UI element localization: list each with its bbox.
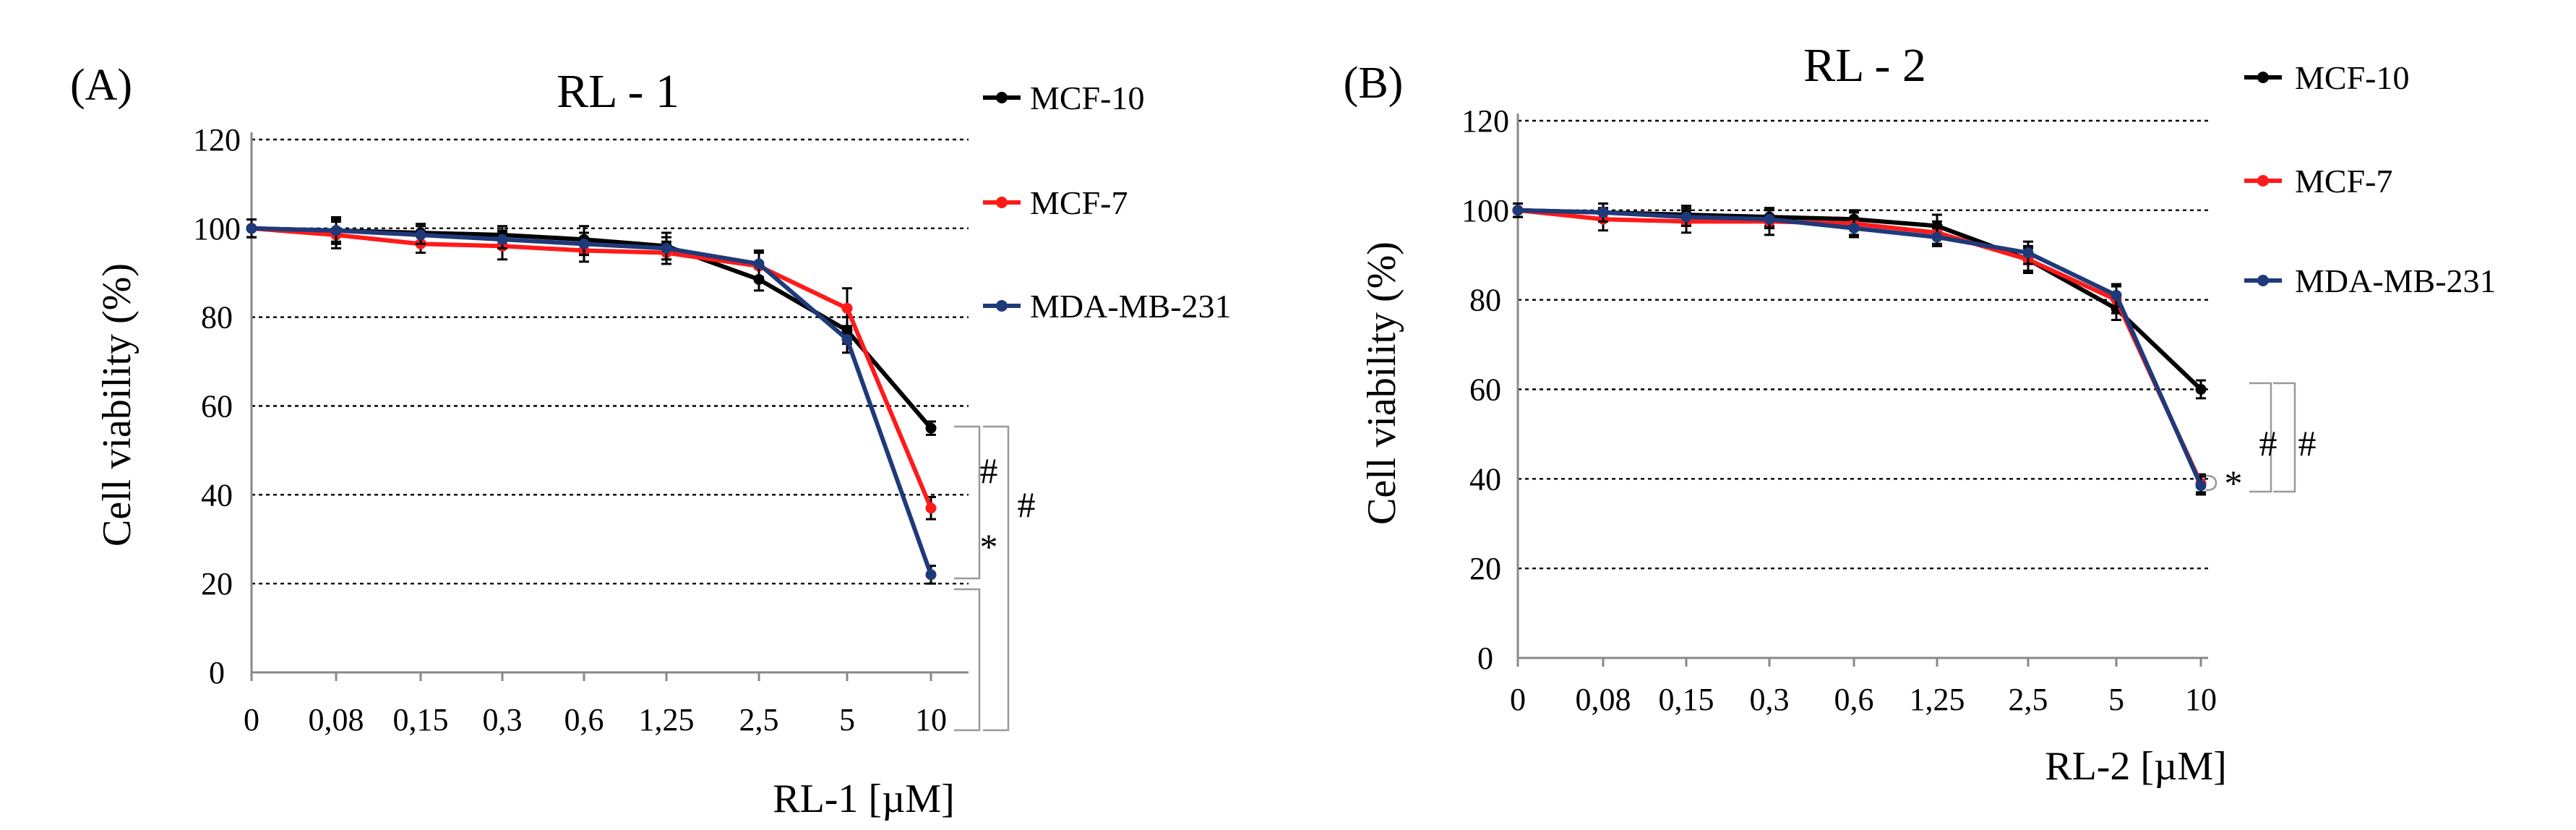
x-tick-label: 5 bbox=[2108, 682, 2124, 717]
bracket-mcf10-mcf7 bbox=[954, 425, 981, 580]
chart-panel-b: (B) RL - 2 Cell viability (%) RL-2 [µM] 0 20 4… bbox=[1344, 39, 2496, 789]
x-tick-label: 0,08 bbox=[1576, 682, 1631, 717]
x-tick-label: 2,5 bbox=[2009, 682, 2048, 717]
data-point bbox=[661, 242, 672, 254]
x-tick-label: 0,6 bbox=[564, 702, 604, 737]
significance-mark: # bbox=[2259, 423, 2277, 463]
bracket-mcf10-mda bbox=[2273, 382, 2296, 493]
data-point bbox=[1512, 205, 1524, 216]
data-point bbox=[925, 569, 937, 581]
data-point bbox=[415, 229, 426, 241]
data-point bbox=[330, 225, 342, 236]
series-line bbox=[251, 226, 933, 430]
bracket-mcf7-mda bbox=[954, 588, 981, 732]
series-line bbox=[1517, 208, 2203, 484]
x-tick-label: 2,5 bbox=[739, 702, 779, 737]
y-tick-label: 60 bbox=[1469, 372, 1501, 408]
chart-panel-a: (A) RL - 1 Cell viability (%) RL-1 [µM] 0 20 4… bbox=[70, 61, 1232, 821]
y-tick-label: 20 bbox=[1469, 551, 1501, 586]
legend-label: MDA-MB-231 bbox=[1030, 288, 1232, 325]
x-tick-label: 0,3 bbox=[483, 702, 523, 737]
data-point bbox=[497, 234, 508, 245]
y-tick-label: 20 bbox=[201, 566, 233, 602]
y-tick-label: 0 bbox=[1477, 641, 1493, 676]
y-tick-label: 120 bbox=[1461, 103, 1509, 139]
data-point bbox=[246, 223, 257, 234]
data-point bbox=[925, 422, 937, 434]
data-point bbox=[841, 302, 853, 314]
data-point bbox=[1764, 213, 1775, 225]
series-mcf-7 bbox=[1512, 202, 2207, 494]
bracket-mcf10-mda bbox=[983, 425, 1010, 732]
data-point bbox=[1680, 211, 1692, 223]
significance-mark: # bbox=[1018, 484, 1036, 525]
y-tick-label: 120 bbox=[193, 122, 241, 158]
legend-label: MCF-7 bbox=[1030, 184, 1128, 221]
series-mda-mb-231 bbox=[246, 218, 937, 585]
x-tick-label: 1,25 bbox=[1910, 682, 1965, 717]
x-tick-label: 5 bbox=[839, 702, 855, 737]
legend-marker bbox=[2257, 275, 2269, 286]
y-tick-label: 0 bbox=[209, 655, 225, 690]
data-point bbox=[841, 333, 853, 345]
panel-label: (B) bbox=[1344, 59, 1404, 108]
series-mda-mb-231 bbox=[1512, 202, 2207, 496]
x-tick-label: 0,15 bbox=[1659, 682, 1714, 717]
y-tick-label: 60 bbox=[201, 389, 233, 424]
y-tick-label: 100 bbox=[1461, 193, 1509, 228]
significance-mark: * bbox=[980, 526, 998, 567]
x-tick-label: 0 bbox=[244, 702, 259, 737]
series-line bbox=[251, 226, 933, 509]
y-axis-label: Cell viability (%) bbox=[1360, 241, 1404, 525]
series-mcf-10 bbox=[1512, 202, 2207, 400]
panel-label: (A) bbox=[70, 61, 132, 110]
chart-title: RL - 2 bbox=[1803, 39, 1926, 92]
x-tick-label: 1,25 bbox=[639, 702, 695, 737]
x-tick-label: 10 bbox=[2185, 682, 2217, 717]
legend-label: MDA-MB-231 bbox=[2295, 262, 2496, 299]
legend-marker bbox=[996, 92, 1008, 103]
x-tick-label: 0,15 bbox=[393, 702, 449, 737]
legend-marker bbox=[996, 197, 1008, 208]
data-point bbox=[2195, 384, 2207, 395]
x-axis-label: RL-1 [µM] bbox=[773, 776, 955, 821]
data-point bbox=[2111, 289, 2122, 301]
x-tick-label: 0,6 bbox=[1834, 682, 1874, 717]
series-line bbox=[1517, 208, 2203, 487]
data-point bbox=[1848, 223, 1860, 234]
significance-mark: # bbox=[980, 450, 998, 491]
significance-mark: # bbox=[2298, 423, 2317, 463]
legend-label: MCF-10 bbox=[1030, 80, 1144, 116]
y-tick-label: 80 bbox=[1469, 283, 1501, 318]
data-point bbox=[753, 258, 765, 270]
y-tick-label: 40 bbox=[201, 477, 233, 513]
x-tick-label: 0,08 bbox=[309, 702, 364, 737]
data-point bbox=[1597, 207, 1609, 218]
y-tick-label: 100 bbox=[193, 211, 241, 247]
bracket-mcf7-mda bbox=[2205, 474, 2217, 492]
legend-marker bbox=[996, 300, 1008, 312]
data-point bbox=[925, 502, 937, 514]
x-axis-label: RL-2 [µM] bbox=[2045, 744, 2227, 789]
legend-marker bbox=[2257, 72, 2269, 83]
x-tick-label: 0,3 bbox=[1750, 682, 1790, 717]
data-point bbox=[2195, 480, 2207, 492]
significance-mark: * bbox=[2225, 463, 2243, 503]
y-tick-label: 80 bbox=[201, 300, 233, 335]
series-line bbox=[251, 226, 933, 576]
series-mcf-7 bbox=[246, 218, 937, 521]
data-point bbox=[2022, 247, 2034, 259]
y-axis-label: Cell viability (%) bbox=[95, 263, 139, 547]
x-tick-label: 10 bbox=[915, 702, 947, 737]
legend-label: MCF-7 bbox=[2295, 163, 2392, 200]
bracket-mcf10-mcf7 bbox=[2249, 382, 2272, 493]
chart-title: RL - 1 bbox=[557, 65, 679, 118]
y-tick-label: 40 bbox=[1469, 461, 1501, 497]
data-point bbox=[1931, 231, 1943, 243]
legend-marker bbox=[2257, 175, 2269, 187]
data-point bbox=[578, 238, 590, 249]
x-tick-label: 0 bbox=[1510, 682, 1526, 717]
legend-label: MCF-10 bbox=[2295, 59, 2409, 96]
